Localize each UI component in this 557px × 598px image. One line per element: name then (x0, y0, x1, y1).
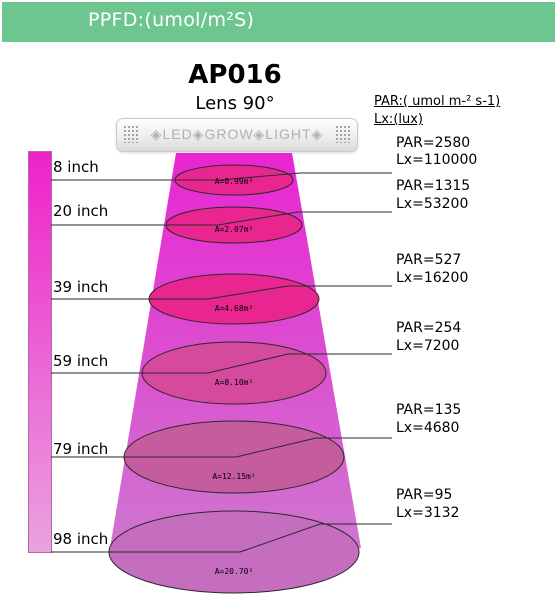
legend-lx-unit: Lx:(lux) (374, 112, 424, 127)
lux-value: Lx=110000 (396, 152, 477, 168)
lux-value: Lx=53200 (396, 196, 468, 212)
area-label: A=0.99m² (215, 177, 254, 186)
area-label: A=8.10m² (215, 378, 254, 387)
par-value: PAR=95 (396, 487, 452, 503)
reading-leader-line (207, 285, 392, 300)
vent-grille-icon (123, 125, 139, 143)
distance-label: 79 inch (53, 440, 108, 458)
area-label: A=4.68m² (215, 304, 254, 313)
reading-leader-line (207, 353, 392, 374)
lens-angle: Lens 90° (195, 93, 275, 114)
distance-label: 59 inch (53, 352, 108, 370)
reading-leader-line (219, 172, 392, 181)
lux-value: Lx=3132 (396, 505, 459, 521)
fixture-label: ◈LED◈GROW◈LIGHT◈ (150, 126, 324, 142)
vent-grille-icon (335, 125, 351, 143)
area-label: A=12.15m² (212, 472, 255, 481)
lux-value: Lx=7200 (396, 338, 459, 354)
distance-label: 8 inch (53, 158, 99, 176)
distance-label: 98 inch (53, 530, 108, 548)
legend-par-unit: PAR:( umol m-² s-1) (374, 94, 501, 109)
area-label: A=2.07m² (215, 225, 254, 234)
lux-value: Lx=4680 (396, 420, 459, 436)
par-value: PAR=1315 (396, 178, 470, 194)
par-value: PAR=527 (396, 252, 461, 268)
ppfd-header-bar: PPFD:(umol/m²S) (2, 2, 555, 42)
reading-leader-line (217, 211, 392, 226)
lux-value: Lx=16200 (396, 270, 468, 286)
reading-leader-line (239, 523, 392, 553)
par-value: PAR=135 (396, 402, 461, 418)
distance-label: 20 inch (53, 202, 108, 220)
distance-label: 39 inch (53, 278, 108, 296)
par-value: PAR=2580 (396, 135, 470, 151)
model-title: AP016 (188, 60, 282, 90)
reading-leader-line (235, 437, 392, 458)
grow-light-fixture: ◈LED◈GROW◈LIGHT◈ (116, 118, 358, 152)
par-value: PAR=254 (396, 320, 461, 336)
distance-scale-bar (28, 151, 52, 553)
area-label: A=20.70² (215, 567, 254, 576)
ppfd-header-title: PPFD:(umol/m²S) (88, 9, 255, 31)
